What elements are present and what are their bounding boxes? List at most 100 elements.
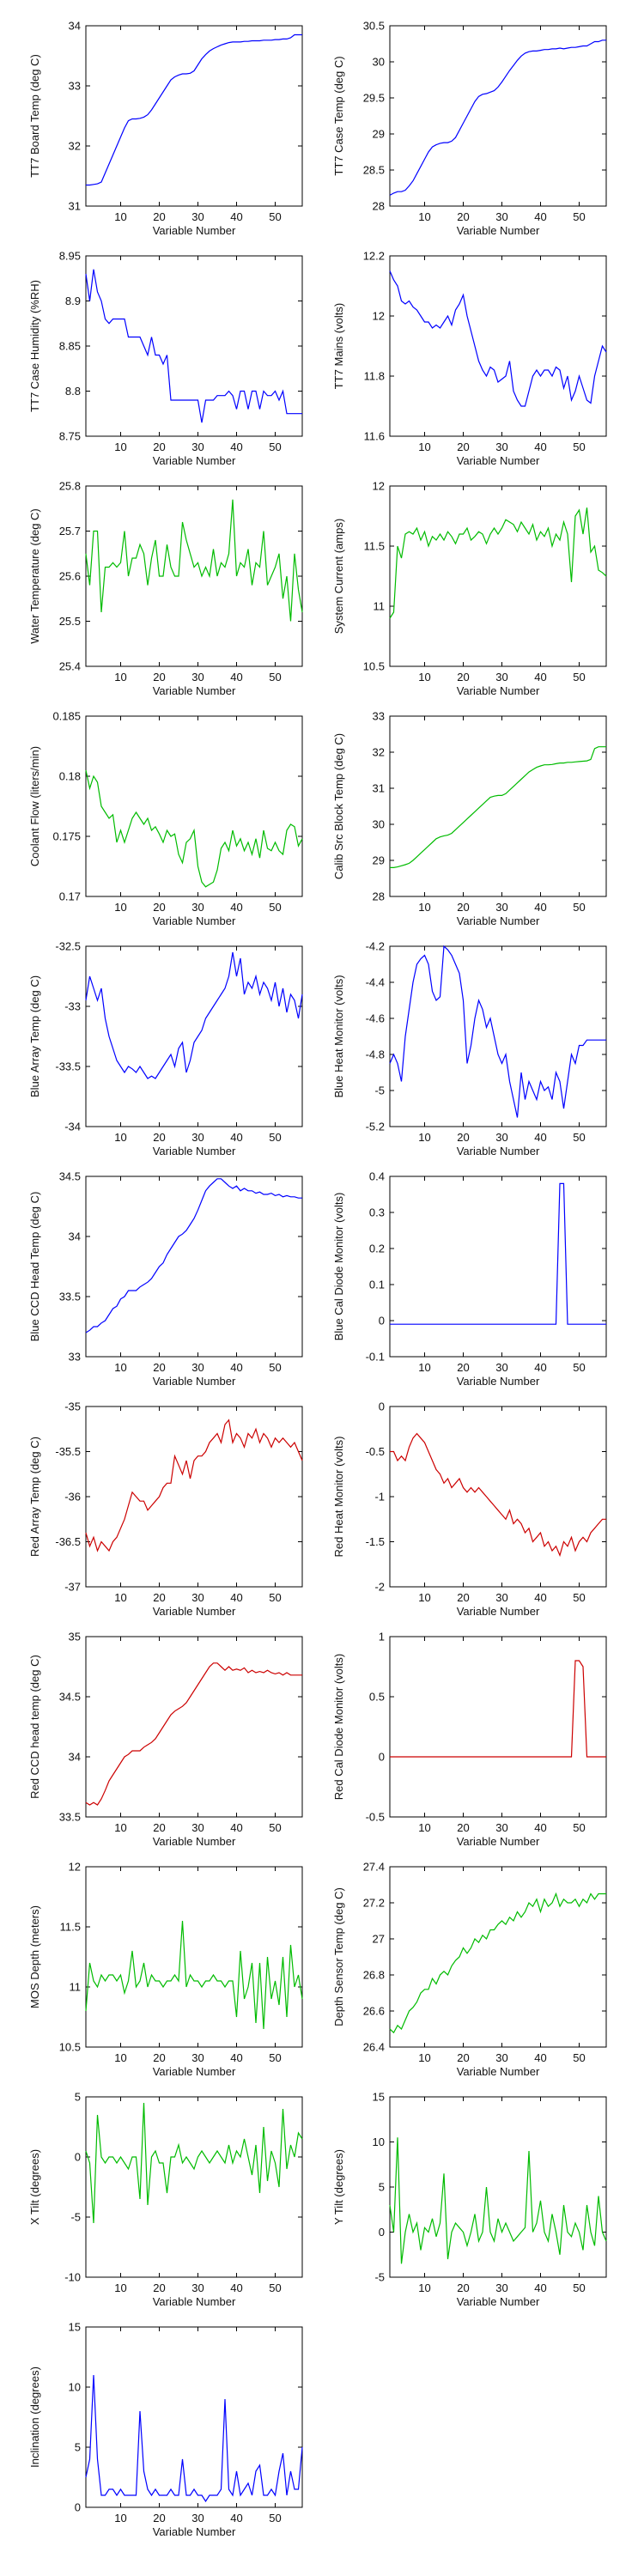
y-tick-label: 33 [373, 710, 385, 723]
x-tick-label: 10 [418, 671, 430, 683]
x-tick-label: 30 [191, 1131, 204, 1144]
y-tick-label: -4.6 [366, 1012, 385, 1025]
chart-panel-8: 10 20 30 40 50 28 29 30 31 32 33 Variable Number Cal… [332, 710, 607, 927]
x-axis-label: Variable Number [457, 684, 540, 697]
x-tick-label: 20 [153, 2281, 165, 2294]
series-line [389, 2137, 607, 2264]
y-tick-label: -4.8 [366, 1048, 385, 1061]
y-tick-label: 28 [373, 200, 385, 213]
x-tick-label: 40 [534, 671, 546, 683]
y-tick-label: 27.2 [363, 1897, 385, 1910]
series-line [390, 746, 606, 869]
series-line [390, 1182, 606, 1325]
x-tick-label: 50 [269, 1361, 281, 1374]
y-axis-label: X Tilt (degrees) [28, 2149, 41, 2225]
plot-frame [389, 945, 607, 1127]
x-tick-label: 20 [457, 901, 469, 914]
x-tick-label: 20 [153, 2051, 165, 2064]
y-tick-label: -35.5 [55, 1445, 81, 1458]
x-tick-label: 10 [114, 2051, 126, 2064]
series-line [390, 1660, 606, 1758]
x-tick-label: 30 [495, 1821, 507, 1834]
y-tick-label: 0 [379, 1315, 385, 1327]
chart-panel-20: 10 20 30 40 50 -5 0 5 10 15 Variable Number Y Tilt … [332, 2091, 607, 2308]
x-tick-label: 40 [230, 2281, 242, 2294]
x-tick-label: 40 [230, 671, 242, 683]
chart-panel-3: 10 20 30 40 50 8.75 8.8 8.85 8.9 8.95 Variable Num… [28, 250, 303, 467]
y-tick-label: 10.5 [363, 660, 385, 673]
y-tick-label: 30 [373, 818, 385, 831]
chart-panel-1: 10 20 30 40 50 31 32 33 34 Variable Number TT7 Boa… [28, 20, 303, 237]
y-axis-label: Inclination (degrees) [28, 2366, 41, 2468]
x-tick-label: 40 [534, 1821, 546, 1834]
plot-frame [389, 1176, 607, 1358]
x-axis-label: Variable Number [457, 454, 540, 467]
plot-frame [389, 2096, 607, 2278]
series-line [85, 951, 303, 1079]
x-tick-label: 10 [114, 2281, 126, 2294]
x-tick-label: 30 [495, 901, 507, 914]
y-tick-label: 0.185 [52, 710, 81, 723]
series-line [85, 269, 302, 423]
x-tick-label: 40 [534, 901, 546, 914]
y-axis-label: Blue Heat Monitor (volts) [332, 975, 345, 1097]
y-tick-label: 28 [373, 890, 385, 903]
y-tick-label: 35 [69, 1631, 81, 1643]
y-tick-label: 34 [69, 20, 81, 33]
series-line [85, 1920, 303, 2030]
y-tick-label: 0.2 [369, 1242, 385, 1255]
y-tick-label: 11.5 [60, 1921, 81, 1934]
y-tick-label: 26.8 [363, 1969, 385, 1982]
x-tick-label: 20 [153, 1821, 165, 1834]
x-axis-label: Variable Number [153, 1835, 236, 1848]
x-tick-label: 40 [230, 901, 242, 914]
y-tick-label: -0.1 [366, 1351, 385, 1364]
x-tick-label: 10 [418, 1821, 430, 1834]
y-tick-label: 34 [69, 1751, 81, 1764]
plot-frame [389, 255, 607, 437]
y-tick-label: 29 [373, 128, 385, 141]
x-tick-label: 10 [114, 1361, 126, 1374]
chart-panel-4: 10 20 30 40 50 11.6 11.8 12 12.2 Variable Number T… [332, 250, 607, 467]
y-axis-label: Red Array Temp (deg C) [28, 1437, 41, 1557]
y-tick-label: -32.5 [55, 940, 81, 953]
series-line [389, 39, 606, 196]
x-tick-label: 40 [230, 2512, 242, 2524]
x-axis-label: Variable Number [153, 2295, 236, 2308]
x-tick-label: 50 [269, 901, 281, 914]
x-tick-label: 30 [191, 1821, 204, 1834]
y-tick-label: 34.5 [59, 1691, 81, 1704]
x-tick-label: 30 [495, 440, 507, 453]
y-tick-label: 29.5 [363, 92, 385, 105]
x-tick-label: 20 [153, 901, 165, 914]
chart-panel-16: 10 20 30 40 50 -0.5 0 0.5 1 Variable Number Red Ca… [332, 1631, 607, 1848]
y-tick-label: 33.5 [59, 1291, 81, 1303]
y-tick-label: -1 [374, 1491, 385, 1504]
y-tick-label: 11.6 [364, 430, 385, 443]
y-tick-label: 25.4 [59, 660, 81, 673]
x-tick-label: 10 [114, 1591, 126, 1604]
plot-frame [389, 1636, 607, 1818]
y-tick-label: -35 [64, 1400, 81, 1413]
x-tick-label: 20 [457, 210, 469, 223]
x-tick-label: 40 [534, 2281, 546, 2294]
x-tick-label: 30 [191, 2281, 204, 2294]
x-tick-label: 10 [114, 1131, 126, 1144]
x-tick-label: 40 [230, 1821, 242, 1834]
chart-panel-12: 10 20 30 40 50 -0.1 0 0.1 0.2 0.3 0.4 Variable Numb… [332, 1170, 607, 1388]
y-tick-label: 25.8 [59, 480, 81, 493]
y-tick-label: 0.4 [369, 1170, 385, 1183]
x-tick-label: 50 [573, 901, 585, 914]
plot-frame [389, 485, 607, 667]
x-tick-label: 30 [191, 440, 204, 453]
y-tick-label: 8.95 [59, 250, 81, 263]
y-tick-label: 0.175 [52, 830, 81, 843]
x-axis-label: Variable Number [457, 1375, 540, 1388]
y-tick-label: 12 [373, 310, 385, 323]
series-line [85, 1178, 302, 1334]
y-tick-label: 29 [373, 854, 385, 867]
x-axis-label: Variable Number [457, 1605, 540, 1618]
y-tick-label: 12 [69, 1861, 81, 1874]
x-axis-label: Variable Number [153, 684, 236, 697]
y-tick-label: 11.8 [364, 370, 385, 383]
